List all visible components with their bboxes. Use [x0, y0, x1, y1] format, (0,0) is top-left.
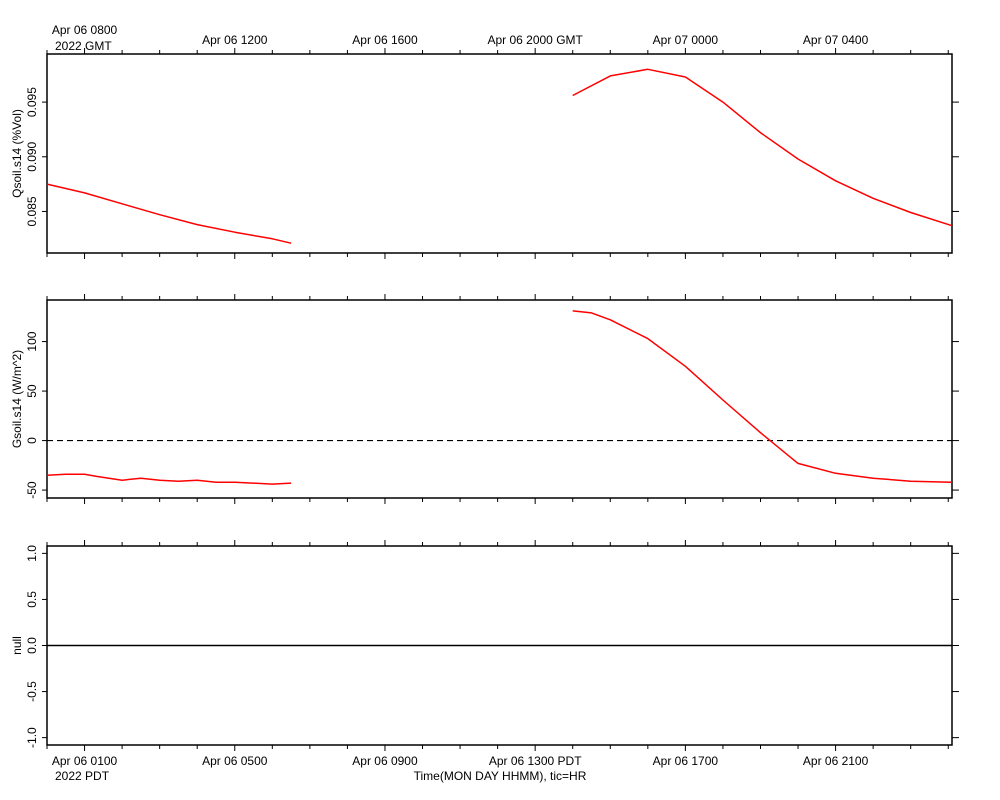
y-axis-label: Gsoil.s14 (W/m^2): [10, 350, 24, 448]
y-tick-label: 0: [25, 437, 39, 444]
y-tick-label: 0.085: [25, 196, 39, 226]
bottom-tick-label: Apr 06 2100: [803, 754, 869, 768]
y-tick-label: 0.090: [25, 141, 39, 171]
series-line: [46, 473, 292, 485]
top-tick-label: Apr 06 1200: [202, 33, 268, 47]
x-axis-title: Time(MON DAY HHMM), tic=HR: [414, 769, 587, 783]
series-line: [572, 310, 953, 483]
bottom-tick-label: Apr 06 1700: [653, 754, 719, 768]
y-tick-label: 0.095: [25, 87, 39, 117]
bottom-timezone-label: 2022 PDT: [55, 769, 110, 783]
top-tick-label: Apr 06 2000 GMT: [487, 33, 583, 47]
y-tick-label: 1.0: [25, 545, 39, 562]
series-line: [572, 68, 953, 227]
bottom-tick-label: Apr 06 1300 PDT: [489, 754, 582, 768]
bottom-tick-label: Apr 06 0500: [202, 754, 268, 768]
top-tick-label: Apr 06 0800: [52, 23, 118, 37]
top-tick-label: Apr 07 0000: [653, 33, 719, 47]
panel-frame: [46, 299, 953, 499]
top-tick-label: Apr 06 1600: [352, 33, 418, 47]
bottom-tick-label: Apr 06 0900: [352, 754, 418, 768]
y-axis-label: null: [10, 636, 24, 655]
y-tick-label: -50: [25, 481, 39, 499]
y-tick-label: 100: [25, 331, 39, 351]
series-line: [46, 183, 292, 244]
y-tick-label: 0.5: [25, 591, 39, 608]
panel-frame: [46, 53, 953, 254]
y-tick-label: 50: [25, 384, 39, 398]
y-tick-label: -0.5: [25, 681, 39, 702]
top-tick-label: Apr 07 0400: [803, 33, 869, 47]
y-tick-label: 0.0: [25, 637, 39, 654]
y-tick-label: -1.0: [25, 727, 39, 748]
y-axis-label: Qsoil.s14 (%Vol): [10, 109, 24, 198]
bottom-tick-label: Apr 06 0100: [52, 754, 118, 768]
top-timezone-label: 2022 GMT: [55, 39, 112, 53]
